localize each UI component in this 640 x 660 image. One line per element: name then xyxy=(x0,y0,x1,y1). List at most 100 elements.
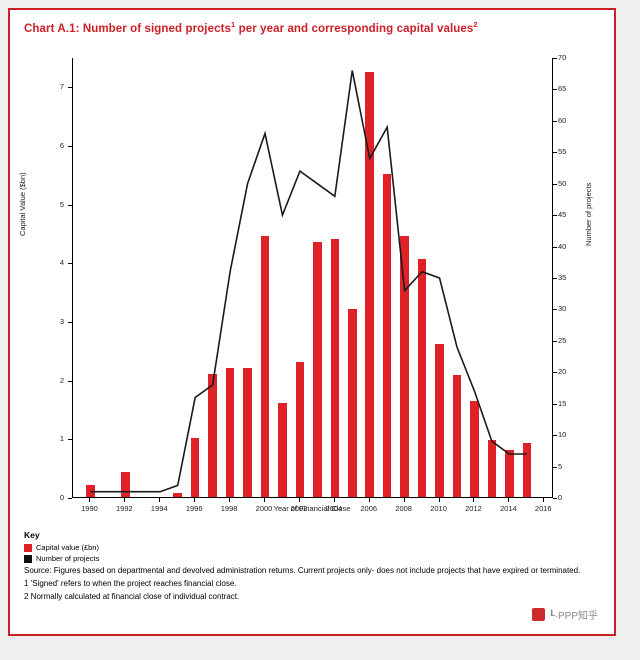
x-tick-2010: 2010 xyxy=(430,504,447,513)
y-right-tick-45: 45 xyxy=(558,210,567,220)
chart-title: Chart A.1: Number of signed projects1 pe… xyxy=(24,20,478,35)
x-tickmark-1992 xyxy=(124,498,126,502)
x-tick-1996: 1996 xyxy=(185,504,203,513)
x-tickmark-2008 xyxy=(403,498,405,502)
x-tick-1990: 1990 xyxy=(81,504,98,513)
bar-2002 xyxy=(295,362,305,497)
y-left-tickmark-4 xyxy=(68,263,72,265)
y-left-tickmark-6 xyxy=(68,146,72,147)
y-right-tick-30: 30 xyxy=(558,304,567,314)
y-right-tick-5: 5 xyxy=(558,461,563,471)
x-tickmark-2010 xyxy=(438,498,440,502)
y-right-tickmark-5 xyxy=(553,466,557,468)
footnote-1: 1 'Signed' refers to when the project re… xyxy=(24,578,237,588)
bar-2012 xyxy=(470,401,479,497)
x-tickmark-2006 xyxy=(368,498,370,502)
watermark-logo-icon xyxy=(531,608,545,621)
bar-2000 xyxy=(260,235,270,497)
y-right-tick-35: 35 xyxy=(558,273,567,282)
x-tickmark-2012 xyxy=(473,498,475,502)
x-tick-1998: 1998 xyxy=(220,504,238,513)
y-left-tick-3: 3 xyxy=(59,317,64,326)
bar-2009 xyxy=(417,259,427,497)
y-right-tick-10: 10 xyxy=(558,430,567,440)
y-right-tickmark-0 xyxy=(553,498,557,499)
x-tickmark-2004 xyxy=(333,498,335,502)
y-axis-label-left: Capital Value ($bn) xyxy=(18,172,27,236)
x-tick-2000: 2000 xyxy=(255,504,273,513)
y-left-tick-5: 5 xyxy=(59,199,64,209)
chart-frame: Chart A.1: Number of signed projects1 pe… xyxy=(8,8,616,636)
bar-2008 xyxy=(400,235,409,497)
y-right-tickmark-60 xyxy=(553,120,557,122)
y-right-tickmark-10 xyxy=(553,435,557,437)
key-item-number-of-projects: Number of projects xyxy=(24,554,604,563)
x-tickmark-1990 xyxy=(89,498,91,502)
key-title: Key xyxy=(24,530,40,540)
y-right-tick-50: 50 xyxy=(558,178,567,188)
x-tickmark-2002 xyxy=(298,498,300,502)
bar-1995 xyxy=(173,492,182,497)
bar-2004 xyxy=(330,238,340,497)
key-label-capital-value: Capital value (£bn) xyxy=(36,543,99,552)
source-note: Source: Figures based on departmental an… xyxy=(24,566,581,575)
bar-2001 xyxy=(278,403,287,497)
key-item-capital-value: Capital value (£bn) xyxy=(24,543,604,552)
y-right-tickmark-25 xyxy=(553,340,557,342)
footnote-2: 2 Normally calculated at financial close… xyxy=(24,591,240,601)
plot-area-wrapper: Capital Value ($bn) Number of projects 0… xyxy=(18,46,602,526)
watermark: ┖·PPP知乎 xyxy=(531,607,598,622)
y-right-tick-15: 15 xyxy=(558,398,567,408)
right-axis-line xyxy=(552,58,553,498)
bar-2010 xyxy=(435,344,444,497)
y-right-tickmark-45 xyxy=(553,215,557,217)
x-tickmark-2000 xyxy=(264,498,265,502)
x-tickmark-1998 xyxy=(229,498,231,502)
x-tick-2008: 2008 xyxy=(395,504,412,513)
plot-canvas xyxy=(72,58,552,498)
bar-2006 xyxy=(365,71,374,497)
key-swatch-capital-value xyxy=(24,543,32,552)
y-left-tick-0: 0 xyxy=(59,493,64,502)
y-right-tickmark-55 xyxy=(553,152,557,154)
y-right-tick-65: 65 xyxy=(558,84,567,94)
y-left-tick-4: 4 xyxy=(59,258,64,268)
y-right-tick-20: 20 xyxy=(558,367,567,377)
y-left-tickmark-2 xyxy=(68,380,72,382)
y-right-tickmark-30 xyxy=(553,309,557,311)
x-tick-2016: 2016 xyxy=(534,504,552,513)
y-left-tickmark-0 xyxy=(68,498,72,499)
chart-footnotes: Source: Figures based on departmental an… xyxy=(24,566,602,604)
bar-1999 xyxy=(243,367,252,497)
x-tick-2012: 2012 xyxy=(465,504,482,513)
x-axis-label: Year of Financial Close xyxy=(273,504,351,513)
bar-2003 xyxy=(313,241,322,497)
x-tick-2004: 2004 xyxy=(325,504,343,513)
x-tick-2014: 2014 xyxy=(500,504,517,513)
bar-1992 xyxy=(121,472,130,497)
key-swatch-number-of-projects xyxy=(24,554,32,563)
x-tickmark-2014 xyxy=(508,498,510,502)
y-right-tick-60: 60 xyxy=(558,115,567,125)
bar-1997 xyxy=(208,373,217,497)
y-right-tickmark-70 xyxy=(553,58,557,59)
y-right-tickmark-50 xyxy=(553,183,557,185)
bar-1996 xyxy=(190,438,200,497)
bar-2005 xyxy=(348,309,357,497)
watermark-label: ┖·PPP知乎 xyxy=(548,611,598,622)
bar-2015 xyxy=(522,443,532,497)
y-right-tick-25: 25 xyxy=(558,335,567,345)
y-right-tick-40: 40 xyxy=(558,241,567,251)
x-tick-2006: 2006 xyxy=(360,504,378,513)
y-right-tickmark-65 xyxy=(553,89,557,91)
key-label-number-of-projects: Number of projects xyxy=(36,554,100,563)
bar-2014 xyxy=(505,450,514,497)
x-tickmark-2016 xyxy=(543,498,545,502)
y-left-tickmark-1 xyxy=(68,439,72,441)
y-right-tickmark-20 xyxy=(553,372,557,374)
line-series xyxy=(90,70,527,493)
x-tick-2002: 2002 xyxy=(290,504,308,513)
y-right-tickmark-40 xyxy=(553,246,557,248)
x-tickmark-1996 xyxy=(194,498,196,502)
bar-1998 xyxy=(225,367,235,497)
